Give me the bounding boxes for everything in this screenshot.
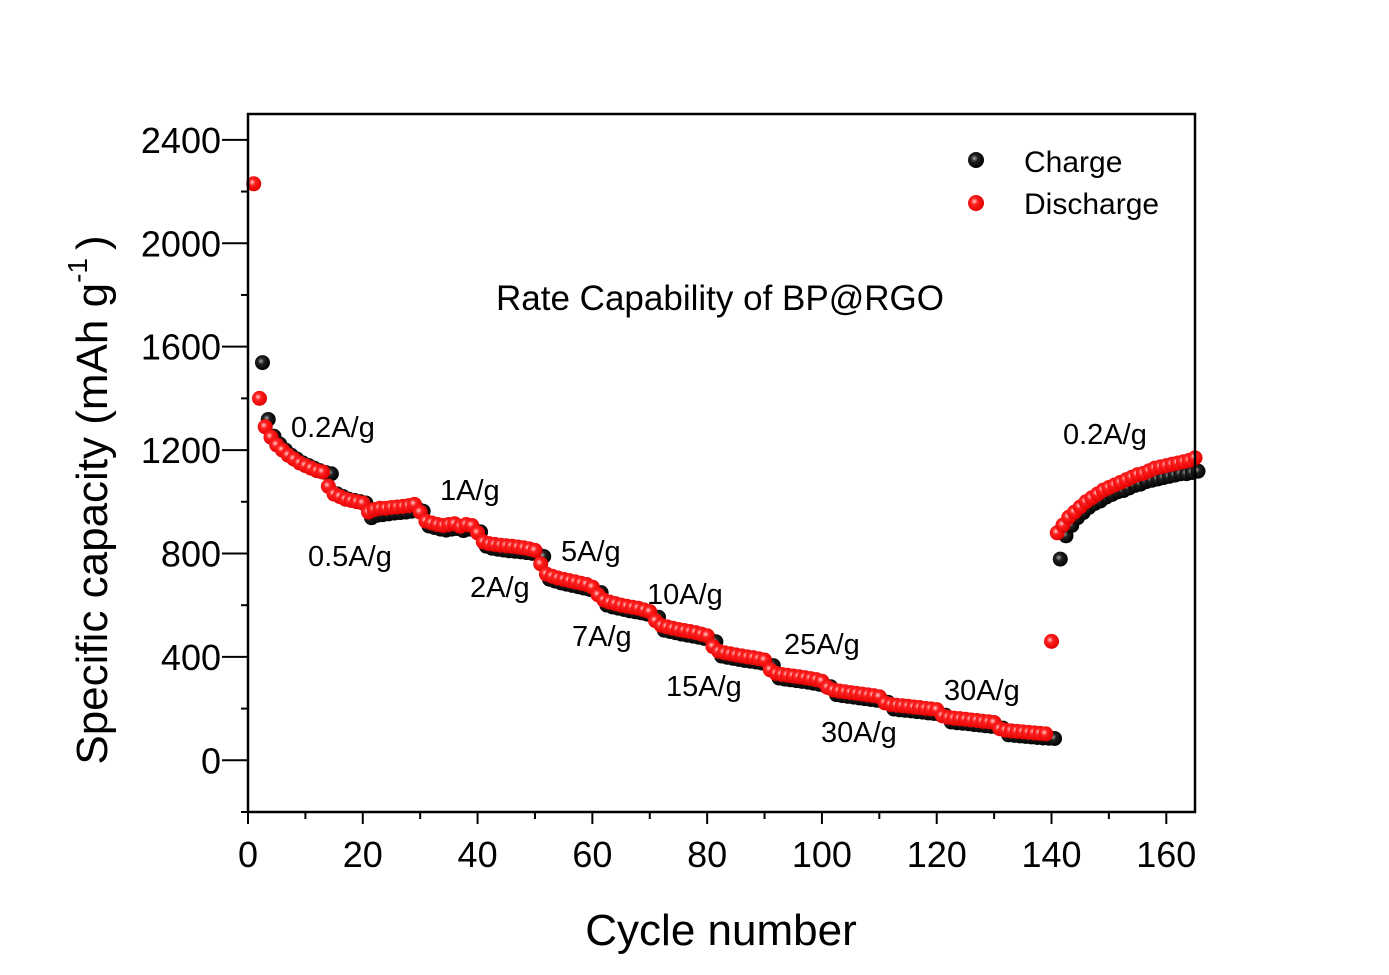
x-tick-label: 20: [343, 834, 383, 875]
y-tick-label: 400: [161, 637, 221, 678]
x-tick-label: 140: [1021, 834, 1081, 875]
charge-point: [254, 355, 270, 371]
legend-charge-marker: [968, 152, 984, 168]
plot-frame: [246, 112, 1197, 814]
data-points: [246, 176, 1206, 746]
annotations: 0.2A/g 0.5A/g 1A/g 2A/g 5A/g 7A/g 10A/g 15A/g 25…: [291, 412, 1147, 749]
legend-discharge-label: Discharge: [1024, 188, 1159, 221]
rate-annotation: 2A/g: [470, 572, 530, 604]
rate-annotation: 5A/g: [561, 536, 621, 568]
x-tick-label: 120: [907, 834, 967, 875]
discharge-point: [315, 464, 331, 480]
x-tick-label: 40: [458, 834, 498, 875]
rate-annotation: 15A/g: [666, 671, 742, 703]
rate-annotation: 0.2A/g: [1063, 419, 1147, 451]
y-tick-label: 800: [161, 533, 221, 574]
y-tick-label: 1600: [141, 327, 221, 368]
rate-annotation: 10A/g: [647, 579, 723, 611]
x-tick-label: 160: [1136, 834, 1196, 875]
y-tick-label: 2000: [141, 223, 221, 264]
y-axis-label: Specific capacity (mAh g-1): [62, 235, 117, 764]
rate-annotation: 7A/g: [572, 621, 632, 653]
x-tick-label: 100: [792, 834, 852, 875]
rate-annotation: 0.5A/g: [308, 541, 392, 573]
rate-annotation: 30A/g: [821, 717, 897, 749]
discharge-point: [1044, 633, 1060, 649]
rate-annotation: 1A/g: [440, 475, 500, 507]
discharge-point: [246, 176, 262, 192]
y-tick-label: 2400: [141, 120, 221, 161]
x-tick-label: 80: [687, 834, 727, 875]
y-tick-label: 0: [201, 740, 221, 781]
discharge-point: [1038, 726, 1054, 742]
rate-annotation: 30A/g: [944, 675, 1020, 707]
chart-title: Rate Capability of BP@RGO: [496, 279, 944, 318]
x-tick-label: 0: [238, 834, 258, 875]
rate-annotation: 25A/g: [784, 629, 860, 661]
discharge-point: [527, 542, 543, 558]
axes: 0 20 40 60 80 100 120 140 1600400800120016002000…: [141, 120, 1196, 875]
legend-charge-label: Charge: [1024, 146, 1122, 179]
charge-point: [1052, 551, 1068, 567]
x-axis-label: Cycle number: [585, 906, 856, 955]
legend-discharge-marker: [968, 195, 984, 211]
legend: Charge Discharge: [968, 146, 1159, 221]
y-tick-label: 1200: [141, 430, 221, 471]
discharge-point: [251, 390, 267, 406]
rate-annotation: 0.2A/g: [291, 412, 375, 444]
x-tick-label: 60: [572, 834, 612, 875]
